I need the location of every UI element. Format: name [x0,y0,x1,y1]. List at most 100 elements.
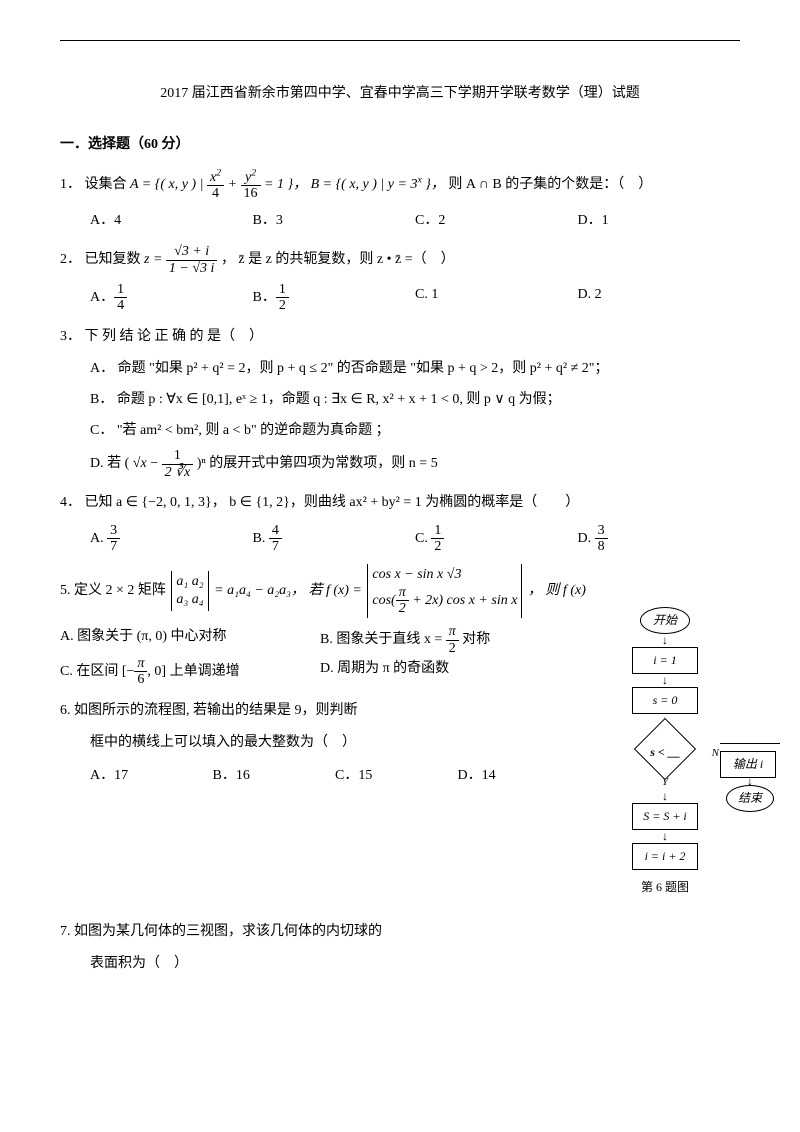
q1-y2: 2 [251,167,256,178]
q3-opt-C: C． "若 am² < bm², 则 a < b" 的逆命题为真命题 ； [90,418,740,445]
q4-A-lbl: A. [90,531,107,546]
q4-opt-B: B. 47 [253,523,416,555]
q6-opt-C: C．15 [335,763,458,790]
q5-C-pre: C. 在区间 [− [60,664,134,679]
q5-stem-suffix: ， 则 f (x) [528,584,586,599]
q4-C-num: 1 [431,523,444,539]
q1-opt-B: B．3 [253,208,416,235]
q1-eq1: = 1 }， [264,177,307,192]
question-1: 1． 设集合 A = {( x, y ) | x2 4 + y2 16 = 1 … [60,168,740,234]
q1-num: 1． [60,177,81,192]
q4-D-den: 8 [595,539,608,554]
q2-B-num: 1 [276,282,289,298]
arrow-icon: ↓ [590,637,740,644]
arrow-icon: ↓ [590,677,740,684]
q3-D-fnum: 1 [162,448,194,464]
q3-D-prefix: D. 若 ( [90,456,129,471]
q5-m2r2b: + 2x) cos x + sin x [409,593,518,608]
q5-opt-A: A. 图象关于 (π, 0) 中心对称 [60,624,320,656]
q2-A-den: 4 [114,298,127,313]
q3-D-fden: 2 ∛x [162,465,194,480]
arrow-icon: ↓ [590,793,740,800]
q4-stem: 已知 a ∈ {−2, 0, 1, 3}， b ∈ {1, 2}，则曲线 ax²… [85,495,580,510]
q5-B-suf: 对称 [459,632,491,647]
q2-A-num: 1 [114,282,127,298]
q1-setB-end: }， [422,177,445,192]
question-3: 3． 下 列 结 论 正 确 的 是（ ） A． 命题 "如果 p² + q² … [60,324,740,480]
q2-opt-A: A．14 [90,282,253,314]
q2-B-label: B． [253,290,276,305]
q3-opt-B: B． 命题 p : ∀x ∈ [0,1], eˣ ≥ 1，命题 q : ∃x ∈… [90,387,740,414]
flowchart: 开始 ↓ i = 1 ↓ s = 0 ↓ s < ＿ N 输出 i ↓ 结束 Y… [590,604,740,899]
q2-stem-prefix: 已知复数 [85,252,145,267]
branch-line [720,743,780,751]
q2-opt-B: B．12 [253,282,416,314]
q4-D-lbl: D. [578,531,595,546]
q2-A-label: A． [90,290,114,305]
fc-ii2: i = i + 2 [632,843,698,870]
q2-B-den: 2 [276,298,289,313]
q4-C-lbl: C. [415,531,431,546]
fc-caption: 第 6 题图 [590,876,740,899]
q5-mat1-r2: a₃ a₄ [176,591,203,609]
q5-C-suf: , 0] 上单调递增 [147,664,239,679]
arrow-icon: ↓ [590,833,740,840]
top-rule [60,40,740,41]
q7-line2: 表面积为（ ） [90,951,740,978]
q4-A-num: 3 [107,523,120,539]
q5-B-den: 2 [446,641,459,656]
q1-opt-A: A．4 [90,208,253,235]
q1-plus: + [228,177,241,192]
q5-B-pre: B. 图象关于直线 x = [320,632,446,647]
q6-line1: 如图所示的流程图, 若输出的结果是 9，则判断 [74,703,358,718]
q3-stem: 下 列 结 论 正 确 的 是（ ） [85,329,264,344]
q4-opt-D: D. 38 [578,523,741,555]
exam-title: 2017 届江西省新余市第四中学、宜春中学高三下学期开学联考数学（理）试题 [60,81,740,108]
q5-mat2-r1: cos x − sin x √3 [372,566,517,584]
q1-stem-prefix: 设集合 [85,177,131,192]
q2-opt-C: C. 1 [415,282,578,314]
q1-setB: B = {( x, y ) | y = 3 [311,177,418,192]
q2-frac-num: √3 + i [166,244,218,260]
q3-D-sqrtx: √x [133,456,147,471]
q2-zeq: z = [144,252,166,267]
q1-tail: 则 A ∩ B 的子集的个数是：（ ） [448,177,652,192]
q6-opt-D: D．14 [458,763,581,790]
question-7: 7. 如图为某几何体的三视图，求该几何体的内切球的 表面积为（ ） [60,919,740,978]
fc-N: N [712,743,719,764]
question-2: 2． 已知复数 z = √3 + i 1 − √3 i ， z̄ 是 z 的共轭… [60,244,740,314]
q3-opt-A: A． 命题 "如果 p² + q² = 2，则 p + q ≤ 2" 的否命题是… [90,356,740,383]
q1-x2: 2 [216,167,221,178]
q6-opt-A: A．17 [90,763,213,790]
question-5: 5. 定义 2 × 2 矩阵 a₁ a₂ a₃ a₄ = a₁a₄ − a₂a₃… [60,564,740,688]
q2-mid: ， z̄ 是 z 的共轭复数，则 z • z̄ =（ ） [221,252,455,267]
fc-start: 开始 [640,607,690,634]
q5-opt-B: B. 图象关于直线 x = π2 对称 [320,624,580,656]
q4-num: 4． [60,495,81,510]
q4-B-den: 7 [269,539,282,554]
q5-mat2-r2: cos(π2 + 2x) cos x + sin x [372,585,517,617]
q2-opt-D: D. 2 [578,282,741,314]
q6-opt-B: B．16 [213,763,336,790]
q5-C-num: π [134,656,147,672]
q1-setA: A = {( x, y ) | [130,177,207,192]
arrow-icon: ↓ [720,778,780,785]
q3-num: 3． [60,329,81,344]
q3-D-suffix: )ⁿ 的展开式中第四项为常数项，则 n = 5 [197,456,438,471]
q1-den16: 16 [241,186,261,201]
q3-opt-D: D. 若 ( √x − 12 ∛x )ⁿ 的展开式中第四项为常数项，则 n = … [90,448,740,480]
question-4: 4． 已知 a ∈ {−2, 0, 1, 3}， b ∈ {1, 2}，则曲线 … [60,490,740,554]
q2-num: 2． [60,252,81,267]
q2-frac-den: 1 − √3 i [166,261,218,276]
q7-line1: 如图为某几何体的三视图，求该几何体的内切球的 [74,924,382,939]
q4-opt-C: C. 12 [415,523,578,555]
q5-opt-C: C. 在区间 [−π6, 0] 上单调递增 [60,656,320,688]
q7-num: 7. [60,924,71,939]
q6-num: 6. [60,703,71,718]
q1-opt-C: C．2 [415,208,578,235]
q4-D-num: 3 [595,523,608,539]
fc-i1: i = 1 [632,647,698,674]
q5-m2r2n: π [396,585,409,601]
q4-opt-A: A. 37 [90,523,253,555]
q5-m2r2a: cos( [372,593,395,608]
